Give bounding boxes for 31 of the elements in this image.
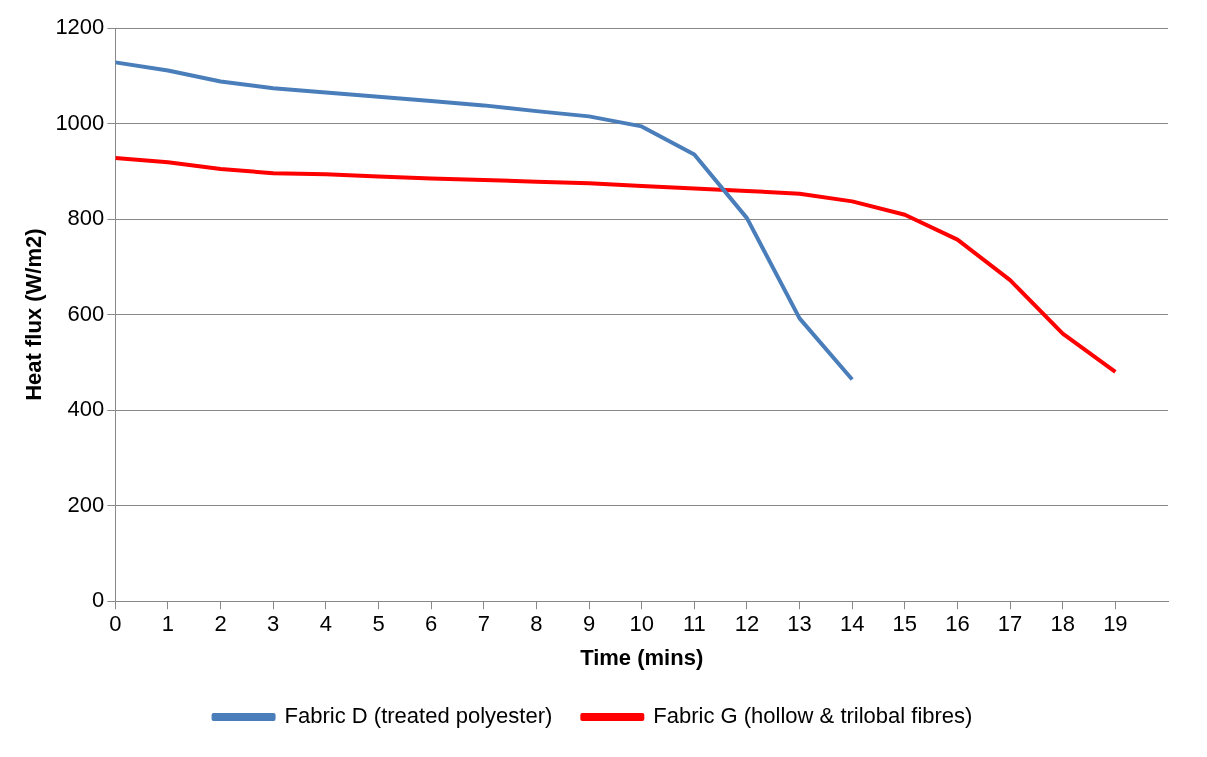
legend-label: Fabric D (treated polyester): [284, 703, 553, 729]
x-tick-label: 17: [997, 611, 1023, 637]
x-tick-label: 19: [1103, 611, 1128, 637]
x-tick-label: 7: [477, 611, 490, 637]
x-tick-label: 5: [372, 611, 385, 637]
y-tick-label: 200: [67, 491, 105, 517]
x-tick-label: 18: [1050, 611, 1075, 637]
y-tick-label: 600: [67, 300, 105, 326]
x-tick-label: 6: [425, 611, 438, 637]
x-tick-label: 1: [161, 611, 175, 637]
y-tick-label: 0: [92, 587, 105, 613]
y-tick-label: 1000: [55, 109, 105, 135]
x-tick-label: 8: [530, 611, 543, 637]
x-tick-label: 4: [319, 611, 332, 637]
y-tick-label: 1200: [55, 14, 105, 40]
y-tick-label: 400: [67, 396, 105, 422]
x-tick-label: 15: [892, 611, 918, 637]
x-tick-label: 12: [734, 611, 760, 637]
x-tick-label: 14: [839, 611, 865, 637]
x-tick-label: 2: [214, 611, 227, 637]
x-tick-label: 16: [945, 611, 970, 637]
x-tick-label: 0: [109, 611, 122, 637]
legend-label: Fabric G (hollow & trilobal fibres): [653, 703, 973, 729]
y-axis-title: Heat flux (W/m2): [21, 228, 47, 401]
x-tick-label: 11: [682, 611, 706, 637]
y-tick-label: 800: [67, 205, 105, 231]
x-tick-label: 10: [629, 611, 654, 637]
x-tick-label: 3: [267, 611, 280, 637]
x-tick-label: 9: [582, 611, 596, 637]
x-axis-title: Time (mins): [580, 644, 704, 670]
x-tick-label: 13: [787, 611, 812, 637]
